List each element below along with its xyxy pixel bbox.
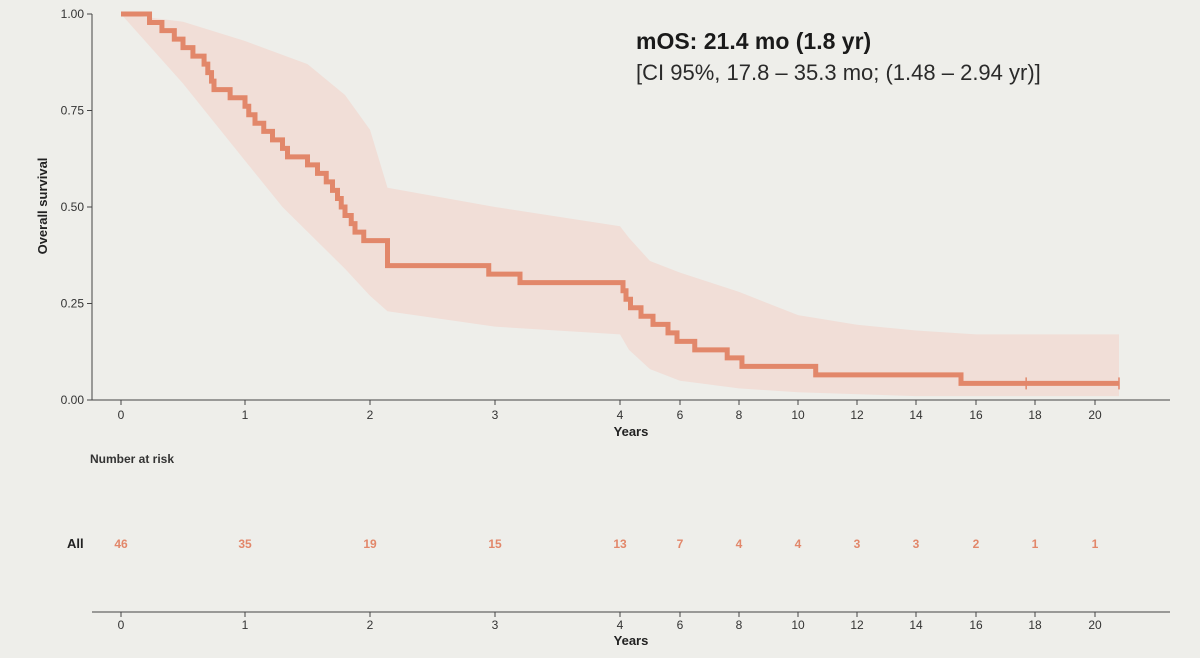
x-tick-label: 0 bbox=[118, 408, 125, 422]
risk-count: 46 bbox=[114, 537, 128, 551]
risk-x-tick-label: 18 bbox=[1028, 618, 1042, 632]
x-tick-label: 2 bbox=[367, 408, 374, 422]
risk-count: 35 bbox=[238, 537, 252, 551]
x-tick-label: 20 bbox=[1088, 408, 1102, 422]
risk-count: 1 bbox=[1092, 537, 1099, 551]
y-tick-label: 0.75 bbox=[61, 104, 85, 118]
risk-count: 19 bbox=[363, 537, 377, 551]
risk-x-tick-label: 4 bbox=[617, 618, 624, 632]
x-tick-label: 1 bbox=[242, 408, 249, 422]
risk-count: 3 bbox=[854, 537, 861, 551]
median-os-label: mOS: 21.4 mo (1.8 yr) bbox=[636, 28, 872, 54]
survival-step-curve bbox=[121, 11, 1119, 386]
ci-band bbox=[121, 14, 1119, 397]
risk-count: 4 bbox=[736, 537, 743, 551]
y-tick-label: 0.25 bbox=[61, 297, 85, 311]
risk-x-tick-label: 8 bbox=[736, 618, 743, 632]
risk-count: 13 bbox=[613, 537, 627, 551]
y-axis-title: Overall survival bbox=[35, 158, 50, 255]
risk-x-tick-label: 2 bbox=[367, 618, 374, 632]
risk-x-tick-label: 3 bbox=[492, 618, 499, 632]
axes-layer: 0.000.250.500.751.000 1 2 3 4 6 8 10 12 14 16 18 20 bbox=[61, 7, 1170, 422]
x-tick-label: 8 bbox=[736, 408, 743, 422]
x-tick-label: 12 bbox=[850, 408, 864, 422]
y-tick-label: 1.00 bbox=[61, 7, 85, 21]
risk-table-layer: 46 0 35 1 19 2 15 3 13 4 7 6 4 8 4 10 3 12 3 14 2 16 1 18 1 20 bbox=[92, 537, 1170, 632]
risk-count: 15 bbox=[488, 537, 502, 551]
y-tick-label: 0.50 bbox=[61, 200, 85, 214]
x-tick-label: 18 bbox=[1028, 408, 1042, 422]
risk-x-tick-label: 12 bbox=[850, 618, 864, 632]
risk-count: 7 bbox=[677, 537, 684, 551]
risk-table-title: Number at risk bbox=[90, 452, 174, 466]
confidence-interval-label: [CI 95%, 17.8 – 35.3 mo; (1.48 – 2.94 yr… bbox=[636, 60, 1041, 85]
ci-band-layer bbox=[121, 14, 1119, 397]
risk-x-axis-title: Years bbox=[614, 633, 649, 648]
risk-x-tick-label: 10 bbox=[791, 618, 805, 632]
y-tick-label: 0.00 bbox=[61, 393, 85, 407]
x-axis-title: Years bbox=[614, 424, 649, 439]
risk-count: 2 bbox=[973, 537, 980, 551]
risk-x-tick-label: 6 bbox=[677, 618, 684, 632]
x-tick-label: 16 bbox=[969, 408, 983, 422]
survival-curve-layer bbox=[121, 11, 1120, 390]
risk-x-tick-label: 14 bbox=[909, 618, 923, 632]
risk-count: 4 bbox=[795, 537, 802, 551]
x-tick-label: 3 bbox=[492, 408, 499, 422]
x-tick-label: 6 bbox=[677, 408, 684, 422]
risk-x-tick-label: 1 bbox=[242, 618, 249, 632]
risk-row-label: All bbox=[67, 536, 84, 551]
x-tick-label: 10 bbox=[791, 408, 805, 422]
risk-x-tick-label: 20 bbox=[1088, 618, 1102, 632]
risk-x-tick-label: 0 bbox=[118, 618, 125, 632]
risk-count: 3 bbox=[913, 537, 920, 551]
x-tick-label: 14 bbox=[909, 408, 923, 422]
risk-x-tick-label: 16 bbox=[969, 618, 983, 632]
x-tick-label: 4 bbox=[617, 408, 624, 422]
risk-count: 1 bbox=[1032, 537, 1039, 551]
